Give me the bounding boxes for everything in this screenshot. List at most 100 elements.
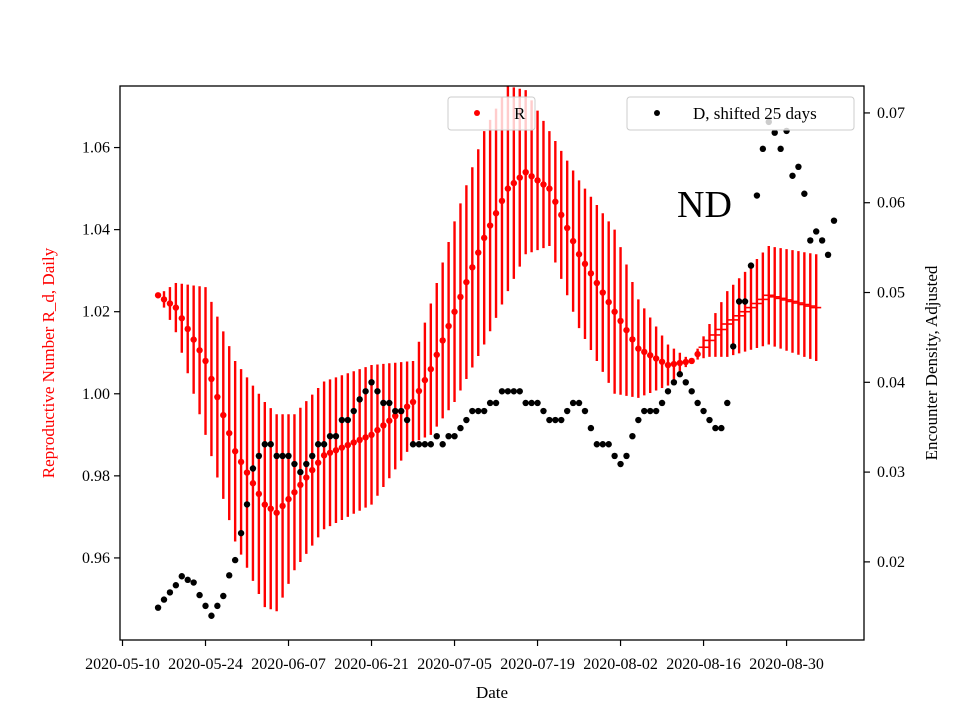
x-axis-title: Date bbox=[476, 683, 508, 702]
d-point bbox=[605, 441, 612, 448]
legend-d-box bbox=[626, 96, 855, 131]
d-point bbox=[522, 399, 529, 407]
d-point bbox=[433, 432, 440, 440]
d-point bbox=[676, 371, 684, 378]
r-point bbox=[463, 278, 470, 286]
r-point bbox=[297, 481, 304, 489]
d-point bbox=[516, 388, 523, 395]
r-point bbox=[202, 357, 209, 365]
d-point bbox=[546, 416, 553, 424]
legend-r-box bbox=[447, 96, 536, 131]
d-point bbox=[386, 399, 393, 407]
r-point bbox=[569, 237, 577, 245]
r-point bbox=[172, 304, 180, 311]
d-point bbox=[753, 192, 761, 199]
d-point bbox=[724, 399, 731, 407]
r-point bbox=[362, 434, 369, 441]
r-point bbox=[635, 345, 642, 352]
r-point bbox=[492, 210, 500, 217]
d-point bbox=[255, 452, 263, 460]
d-point bbox=[303, 460, 310, 468]
r-point bbox=[540, 181, 547, 188]
r-point bbox=[291, 489, 298, 496]
r-point bbox=[261, 501, 268, 508]
d-point bbox=[326, 432, 334, 440]
d-point bbox=[552, 416, 559, 424]
y-right-tick-label-3: 0.05 bbox=[877, 285, 905, 302]
r-point bbox=[285, 495, 292, 503]
r-point bbox=[552, 198, 559, 205]
d-point bbox=[368, 379, 375, 386]
x-axis: 2020-05-10 2020-05-24 2020-06-07 2020-06-21… bbox=[85, 640, 824, 673]
d-point bbox=[629, 432, 636, 440]
d-point bbox=[646, 407, 654, 415]
r-point bbox=[320, 452, 328, 459]
r-point bbox=[599, 289, 606, 296]
r-point bbox=[415, 387, 423, 395]
y-right-tick-label-1: 0.03 bbox=[877, 464, 905, 481]
r-point bbox=[469, 264, 476, 271]
r-point bbox=[694, 350, 701, 358]
x-tick-label-4: 2020-07-05 bbox=[417, 656, 492, 673]
r-point bbox=[344, 441, 352, 449]
region-annotation: ND bbox=[677, 184, 732, 226]
d-point bbox=[403, 416, 411, 424]
d-point bbox=[202, 602, 209, 610]
d-point bbox=[332, 432, 340, 440]
r-point bbox=[214, 393, 221, 401]
d-point bbox=[510, 388, 518, 395]
r-point bbox=[386, 417, 393, 424]
d-point bbox=[172, 582, 180, 589]
d-point bbox=[427, 441, 435, 448]
y-left-tick-label-5: 1.06 bbox=[82, 140, 110, 157]
legend-d: D, shifted 25 days bbox=[626, 96, 855, 131]
d-point bbox=[593, 441, 601, 448]
x-tick-label-6: 2020-08-02 bbox=[583, 656, 658, 673]
d-point bbox=[267, 441, 274, 448]
d-point bbox=[196, 591, 203, 599]
d-point bbox=[475, 407, 482, 415]
r-point bbox=[475, 249, 482, 256]
x-tick-label-2: 2020-06-07 bbox=[251, 656, 326, 673]
d-point bbox=[575, 399, 583, 407]
r-point bbox=[350, 439, 357, 446]
d-point bbox=[166, 589, 174, 596]
r-point bbox=[563, 224, 571, 232]
r-point bbox=[190, 336, 197, 343]
r-point bbox=[534, 177, 541, 184]
x-tick-label-7: 2020-08-16 bbox=[666, 656, 741, 673]
d-point bbox=[249, 465, 257, 472]
d-point bbox=[237, 529, 245, 537]
d-point bbox=[350, 407, 357, 415]
r-point bbox=[646, 352, 654, 359]
d-point bbox=[759, 145, 767, 153]
d-point bbox=[220, 592, 227, 600]
d-point bbox=[409, 441, 417, 448]
d-point bbox=[184, 576, 191, 584]
r-point bbox=[433, 351, 440, 358]
d-point bbox=[682, 379, 689, 386]
d-point bbox=[492, 399, 500, 407]
r-point bbox=[380, 422, 387, 429]
r-point bbox=[629, 336, 636, 343]
d-point bbox=[795, 163, 802, 171]
d-point bbox=[807, 237, 814, 244]
d-point bbox=[664, 388, 672, 395]
d-point bbox=[356, 396, 363, 403]
y-left-tick-label-0: 0.96 bbox=[82, 550, 110, 567]
r-point bbox=[528, 173, 535, 180]
x-tick-label-5: 2020-07-19 bbox=[500, 656, 575, 673]
r-point bbox=[682, 358, 689, 366]
d-point bbox=[451, 432, 458, 440]
d-point bbox=[706, 416, 713, 424]
d-point bbox=[261, 441, 268, 448]
legend-r-marker bbox=[474, 110, 480, 116]
d-point bbox=[658, 399, 666, 407]
r-point bbox=[368, 431, 375, 439]
r-series bbox=[154, 86, 822, 612]
legend-r: R bbox=[447, 96, 536, 131]
r-point bbox=[160, 296, 168, 303]
d-point bbox=[789, 172, 796, 179]
d-point bbox=[771, 129, 778, 136]
r-point bbox=[498, 197, 506, 205]
